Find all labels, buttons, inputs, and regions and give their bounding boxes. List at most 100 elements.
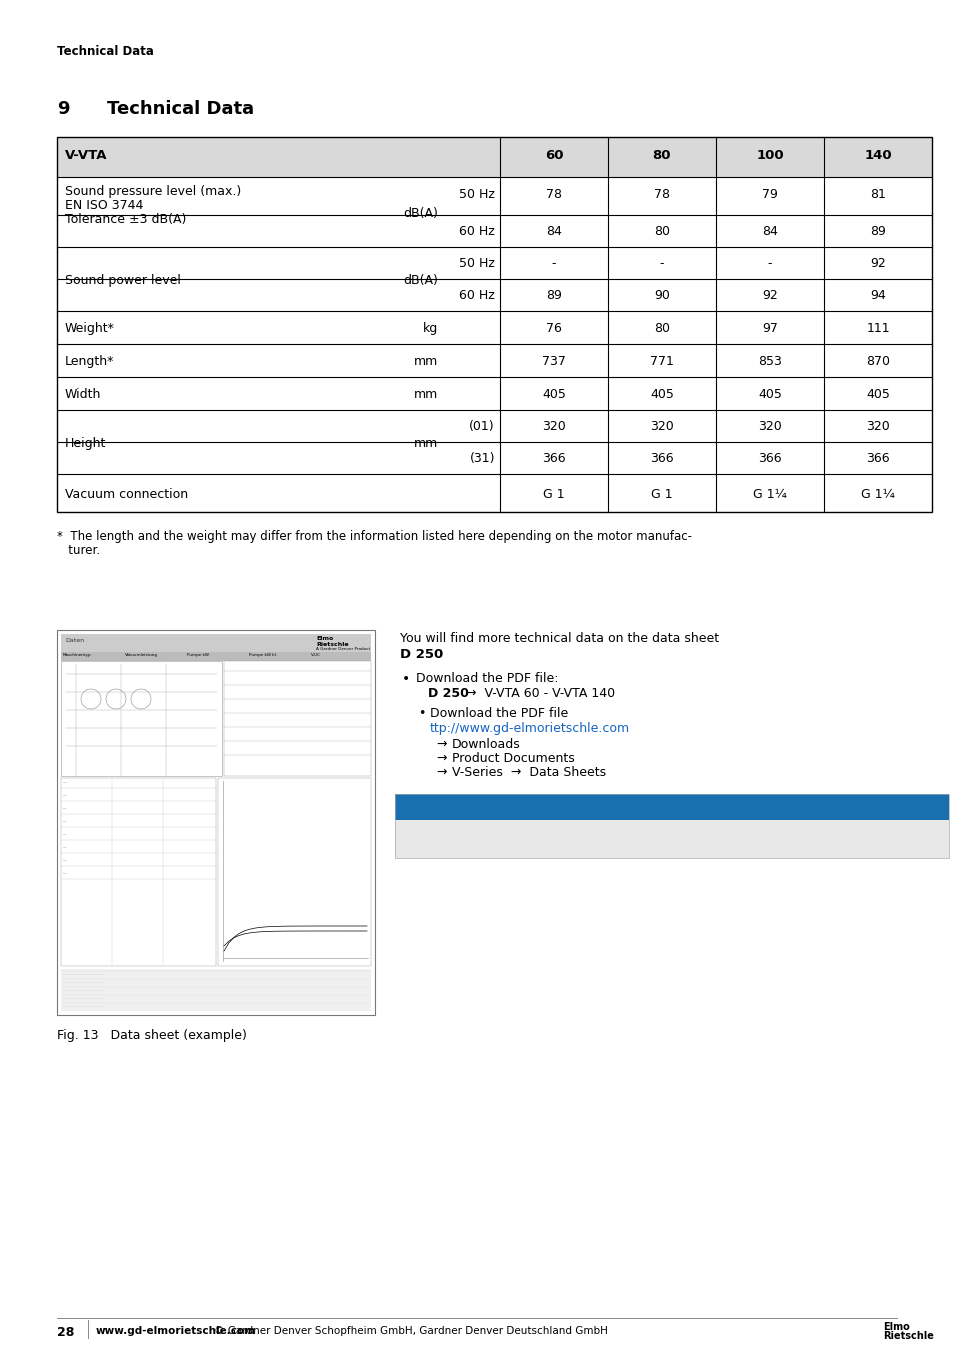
Text: dB(A): dB(A) [403, 274, 437, 288]
Text: © Gardner Denver Schopfheim GmbH, Gardner Denver Deutschland GmbH: © Gardner Denver Schopfheim GmbH, Gardne… [211, 1326, 607, 1336]
Text: 366: 366 [865, 452, 889, 464]
Text: Fig. 13   Data sheet (example): Fig. 13 Data sheet (example) [57, 1029, 247, 1042]
Text: 366: 366 [541, 452, 565, 464]
Text: (31): (31) [469, 452, 495, 464]
Text: Vacuum connection: Vacuum connection [65, 487, 188, 501]
Text: 366: 366 [650, 452, 673, 464]
Bar [218, 778, 371, 967]
Bar [57, 630, 375, 1015]
Text: 870: 870 [865, 355, 889, 369]
Text: V-VTA: V-VTA [65, 148, 108, 162]
Text: Width: Width [65, 387, 101, 401]
Text: 771: 771 [649, 355, 673, 369]
Text: kg: kg [422, 323, 437, 335]
Text: Sound power level: Sound power level [65, 274, 181, 288]
Text: 79: 79 [761, 188, 777, 201]
Text: Product Documents: Product Documents [452, 752, 574, 765]
Text: NOTICE: NOTICE [405, 801, 462, 814]
Text: A Gardner Denver Product: A Gardner Denver Product [315, 647, 370, 651]
Text: V-UC: V-UC [311, 653, 320, 657]
Text: 80: 80 [652, 148, 671, 162]
Text: Vakuumleistung: Vakuumleistung [125, 653, 158, 657]
Text: *  The length and the weight may differ from the information listed here dependi: * The length and the weight may differ f… [57, 531, 691, 543]
Text: 97: 97 [761, 323, 777, 335]
Bar [61, 778, 215, 967]
Text: 366: 366 [758, 452, 781, 464]
Text: G 1¼: G 1¼ [861, 487, 894, 501]
Text: 78: 78 [654, 188, 669, 201]
Text: dB(A): dB(A) [403, 207, 437, 220]
Bar [395, 794, 948, 859]
Text: 90: 90 [654, 289, 669, 302]
Text: Height: Height [65, 437, 107, 450]
Text: 60 Hz: 60 Hz [458, 225, 495, 238]
Text: G 1: G 1 [651, 487, 672, 501]
Text: - - - - - - - - - - - - - - -: - - - - - - - - - - - - - - - [63, 972, 103, 976]
Text: (01): (01) [469, 420, 495, 433]
Text: 92: 92 [869, 256, 885, 270]
Text: mm: mm [414, 355, 437, 369]
Bar [224, 662, 371, 776]
Text: - - - - - - - - - - - - - - -: - - - - - - - - - - - - - - - [63, 980, 103, 984]
Bar [61, 652, 371, 662]
Text: Pumpe kW: Pumpe kW [187, 653, 209, 657]
Text: →: → [436, 765, 446, 779]
Bar [61, 969, 371, 1011]
Text: Subject to technical changes.: Subject to technical changes. [405, 832, 601, 844]
Text: Elmo: Elmo [882, 1322, 909, 1332]
Text: 405: 405 [758, 387, 781, 401]
Text: www.gd-elmorietschle.com: www.gd-elmorietschle.com [96, 1326, 255, 1336]
Text: Weight*: Weight* [65, 323, 114, 335]
Text: Rietschle: Rietschle [315, 643, 348, 647]
Bar [57, 136, 931, 512]
Text: ---: --- [63, 845, 68, 849]
Text: ---: --- [63, 819, 68, 823]
Text: 28: 28 [57, 1326, 74, 1339]
Text: 405: 405 [541, 387, 565, 401]
Text: Sound pressure level (max.): Sound pressure level (max.) [65, 185, 241, 198]
Text: Downloads: Downloads [452, 738, 520, 751]
Text: Daten: Daten [65, 639, 84, 643]
Text: - - - - - - - - - - - - - - -: - - - - - - - - - - - - - - - [63, 1004, 103, 1008]
Text: 94: 94 [869, 289, 885, 302]
Text: 50 Hz: 50 Hz [458, 256, 495, 270]
Text: 405: 405 [865, 387, 889, 401]
Text: ---: --- [63, 859, 68, 863]
Text: - - - - - - - - - - - - - - -: - - - - - - - - - - - - - - - [63, 988, 103, 992]
Text: 9: 9 [57, 100, 70, 117]
Text: ---: --- [63, 806, 68, 810]
Text: mm: mm [414, 437, 437, 450]
Bar [57, 136, 931, 177]
Text: Technical Data: Technical Data [107, 100, 253, 117]
Text: -: - [767, 256, 771, 270]
Text: 320: 320 [865, 420, 889, 433]
Text: Length*: Length* [65, 355, 114, 369]
Text: 320: 320 [649, 420, 673, 433]
Text: G 1¼: G 1¼ [752, 487, 786, 501]
Text: Technical Data: Technical Data [57, 45, 153, 58]
Text: 111: 111 [865, 323, 889, 335]
Text: ---: --- [63, 832, 68, 836]
Text: V-Series  →  Data Sheets: V-Series → Data Sheets [452, 765, 605, 779]
Text: Download the PDF file:: Download the PDF file: [416, 672, 558, 684]
Text: 140: 140 [863, 148, 891, 162]
Text: 60: 60 [544, 148, 562, 162]
Text: 737: 737 [541, 355, 565, 369]
Text: G 1: G 1 [542, 487, 564, 501]
Bar [61, 634, 371, 652]
Text: ttp://www.gd-elmorietschle.com: ttp://www.gd-elmorietschle.com [430, 722, 630, 734]
Text: -: - [551, 256, 556, 270]
Text: You will find more technical data on the data sheet: You will find more technical data on the… [399, 632, 719, 645]
Text: ---: --- [63, 871, 68, 875]
Text: 405: 405 [649, 387, 673, 401]
Text: 853: 853 [758, 355, 781, 369]
Text: 84: 84 [545, 225, 561, 238]
Text: 50 Hz: 50 Hz [458, 188, 495, 201]
Text: 320: 320 [541, 420, 565, 433]
Text: D 250: D 250 [399, 648, 443, 662]
Text: Elmo: Elmo [315, 636, 333, 641]
Text: -: - [659, 256, 663, 270]
Text: - - - - - - - - - - - - - - -: - - - - - - - - - - - - - - - [63, 996, 103, 1000]
Text: Download the PDF file: Download the PDF file [430, 707, 568, 720]
Text: 78: 78 [545, 188, 561, 201]
